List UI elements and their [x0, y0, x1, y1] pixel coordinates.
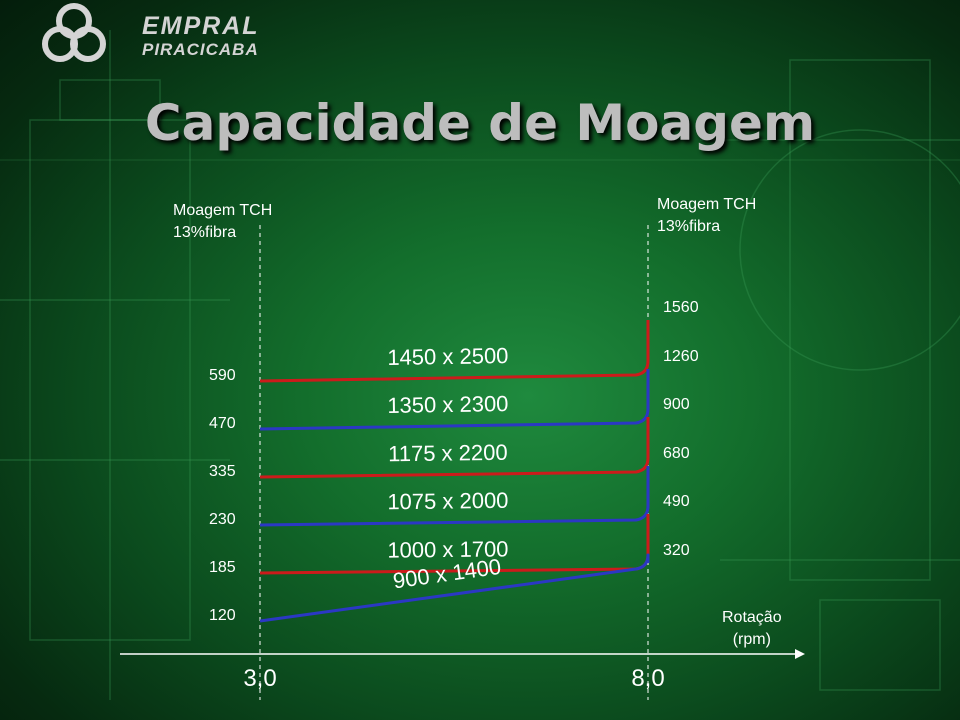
series-label: 1450 x 2500 — [387, 343, 508, 370]
series-label: 1075 x 2000 — [387, 488, 508, 515]
logo-line1: EMPRAL — [142, 12, 260, 40]
right-axis-title: Moagem TCH 13%fibra — [657, 194, 756, 238]
left-axis-title: Moagem TCH 13%fibra — [173, 200, 272, 244]
right-value-label: 1260 — [663, 348, 699, 365]
left-value-label: 185 — [209, 559, 236, 576]
x-tick-label: 3,0 — [243, 665, 276, 692]
x-axis-title: Rotação (rpm) — [722, 607, 782, 651]
series-line — [259, 320, 650, 383]
page-title: Capacidade de Moagem — [144, 94, 816, 152]
logo-wordmark: EMPRAL PIRACICABA — [142, 12, 260, 59]
series-label: 1000 x 1700 — [387, 536, 508, 562]
left-value-label: 230 — [209, 511, 236, 528]
left-axis-title-line2: 13%fibra — [173, 224, 237, 241]
empral-logo: EMPRAL PIRACICABA — [34, 2, 258, 72]
series-line — [259, 466, 650, 527]
left-value-label: 120 — [209, 607, 236, 624]
left-value-label: 590 — [209, 367, 236, 384]
series-label: 1350 x 2300 — [387, 391, 508, 418]
x-axis-arrow-icon — [795, 649, 805, 659]
left-value-label: 470 — [209, 415, 236, 432]
right-value-label: 900 — [663, 396, 690, 413]
right-value-label: 680 — [663, 445, 690, 462]
series-line — [259, 369, 650, 431]
logo-line2: PIRACICABA — [142, 40, 259, 59]
left-value-label: 335 — [209, 463, 236, 480]
x-axis-title-line2: (rpm) — [732, 631, 771, 648]
right-value-label: 320 — [663, 542, 690, 559]
logo-emblem-icon — [42, 3, 106, 62]
right-value-label: 490 — [663, 493, 690, 510]
left-axis-title-line1: Moagem TCH — [173, 202, 273, 219]
x-tick-label: 8,0 — [631, 665, 664, 692]
right-axis-title-line1: Moagem TCH — [657, 196, 757, 213]
x-axis-title-line1: Rotação — [722, 609, 782, 626]
series-label: 1175 x 2200 — [388, 440, 508, 467]
right-value-label: 1560 — [663, 299, 699, 316]
series-line — [259, 553, 650, 623]
series-line — [259, 417, 650, 479]
right-axis-title-line2: 13%fibra — [657, 218, 721, 235]
